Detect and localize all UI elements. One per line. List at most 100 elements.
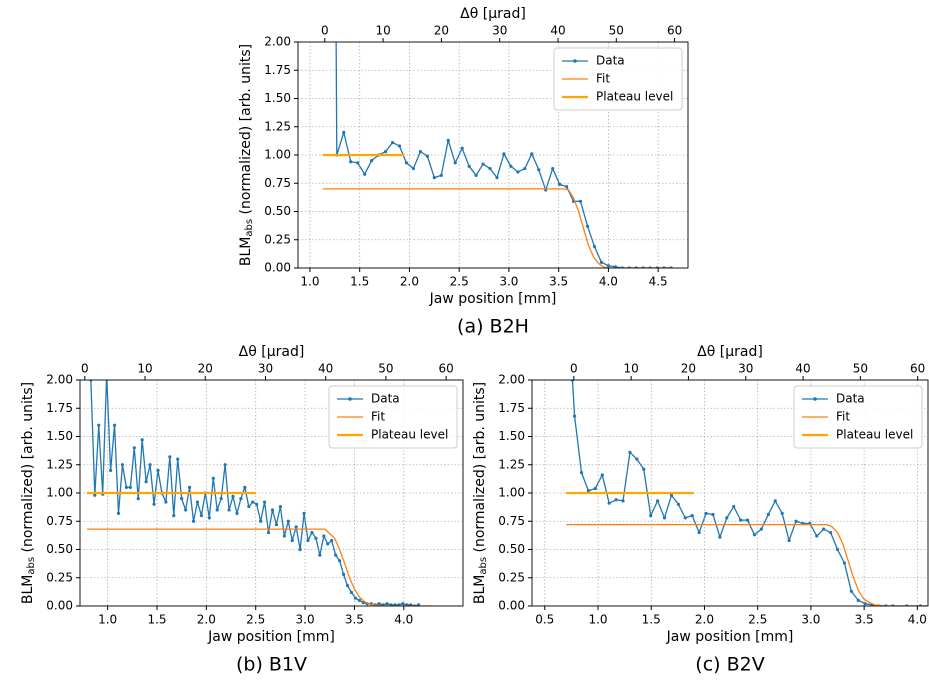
data-point: [116, 511, 121, 515]
data-point: [787, 538, 791, 543]
y-tick-label: 1.00: [46, 486, 73, 500]
data-point: [164, 500, 168, 504]
data-point: [353, 596, 358, 600]
data-point: [310, 530, 314, 535]
data-point: [759, 527, 764, 531]
y-tick-label: 0.75: [46, 514, 73, 528]
data-point: [215, 508, 219, 512]
x-tick-label: 2.0: [197, 613, 216, 627]
data-point: [330, 538, 334, 543]
legend-text: Fit: [596, 72, 610, 86]
data-point: [393, 603, 397, 606]
data-point: [259, 519, 263, 523]
y-tick-label: 0.25: [264, 232, 291, 246]
data-point: [780, 511, 784, 515]
data-point: [349, 160, 353, 164]
x2-tick-label: 10: [375, 24, 390, 38]
axes-frame: [531, 379, 929, 607]
data-point: [385, 602, 389, 606]
x-axis-label: Jaw position [mm]: [207, 629, 335, 645]
caption: (c) B2V: [695, 654, 764, 676]
y-tick-label: 0.50: [264, 204, 291, 218]
data-point: [397, 144, 402, 148]
data-point: [579, 471, 584, 475]
legend-marker: [573, 59, 577, 63]
y-tick-label: 1.50: [46, 429, 73, 443]
data-point: [180, 497, 184, 501]
data-point: [390, 140, 395, 145]
data-point: [586, 489, 591, 493]
x-tick-label: 3.5: [855, 613, 874, 627]
x2-tick-label: 40: [550, 24, 565, 38]
y-tick-label: 0.00: [264, 261, 291, 275]
x-tick-label: 2.0: [400, 275, 419, 289]
data-point: [530, 152, 534, 156]
data-point: [156, 468, 160, 472]
x2-tick-label: 0: [321, 24, 329, 38]
data-point: [474, 173, 478, 177]
legend-box: [553, 47, 683, 111]
x2-tick-label: 40: [795, 362, 810, 376]
data-point: [207, 516, 211, 520]
data-point: [120, 463, 125, 467]
data-point: [460, 146, 464, 150]
data-point: [572, 414, 577, 418]
data-point: [176, 457, 180, 461]
data-point: [322, 534, 326, 538]
x-tick-label: 0.5: [535, 613, 554, 627]
data-point: [794, 519, 798, 523]
caption: (a) B2H: [457, 316, 529, 338]
subplot: 0.000.250.500.751.001.251.501.752.001.0 1…: [20, 344, 464, 676]
y-tick-label: 1.00: [264, 148, 291, 162]
legend-text: Plateau level: [596, 90, 673, 104]
data-point: [199, 514, 204, 518]
data-point: [697, 530, 701, 535]
x-tick-label: 1.0: [300, 275, 319, 289]
x-tick-label: 1.0: [588, 613, 607, 627]
data-point: [383, 150, 388, 154]
series-line: [86, 528, 434, 606]
series-line: [566, 523, 928, 606]
axes-frame: [297, 41, 689, 269]
subplot: 0.000.250.500.751.001.251.501.752.001.0 1…: [238, 6, 689, 338]
data-point: [600, 473, 604, 477]
y-label-sub: abs: [244, 219, 255, 237]
x-axis-label: Jaw position [mm]: [666, 629, 794, 645]
data-point: [262, 500, 267, 504]
data-point: [195, 500, 200, 504]
data-point: [411, 166, 416, 171]
data-point: [404, 161, 409, 165]
data-point: [140, 438, 144, 442]
data-point: [294, 525, 298, 529]
data-point: [642, 467, 646, 471]
data-point: [683, 516, 687, 520]
data-point: [112, 423, 117, 427]
y-label-rest: (normalized) [arb. units]: [20, 382, 36, 557]
x-tick-label: 4.5: [649, 275, 668, 289]
plot-area: [86, 373, 434, 606]
x-tick-label: 3.0: [801, 613, 820, 627]
x2-tick-label: 10: [624, 362, 639, 376]
y-tick-label: 1.00: [498, 486, 525, 500]
legend-text: Plateau level: [371, 428, 448, 442]
data-point: [105, 373, 108, 376]
data-point: [326, 542, 330, 546]
data-point: [148, 463, 152, 467]
data-point: [481, 162, 485, 166]
legend-text: Plateau level: [836, 428, 913, 442]
x-tick-label: 1.0: [98, 613, 117, 627]
subplot: 0.000.250.500.751.001.251.501.752.000.5 1…: [472, 344, 929, 676]
y-label-rest: (normalized) [arb. units]: [472, 382, 488, 557]
x-tick-label: 2.5: [246, 613, 265, 627]
legend-marker: [813, 397, 817, 401]
data-point: [302, 511, 306, 515]
y-tick-label: 0.00: [46, 599, 73, 613]
data-point: [453, 161, 457, 165]
legend-text: Fit: [371, 410, 385, 424]
data-point: [219, 497, 223, 501]
data-point: [416, 603, 421, 606]
y-label-main: BLM: [472, 575, 488, 604]
y-label-sub: abs: [26, 557, 37, 575]
data-point: [341, 572, 346, 576]
series-line: [335, 42, 672, 268]
